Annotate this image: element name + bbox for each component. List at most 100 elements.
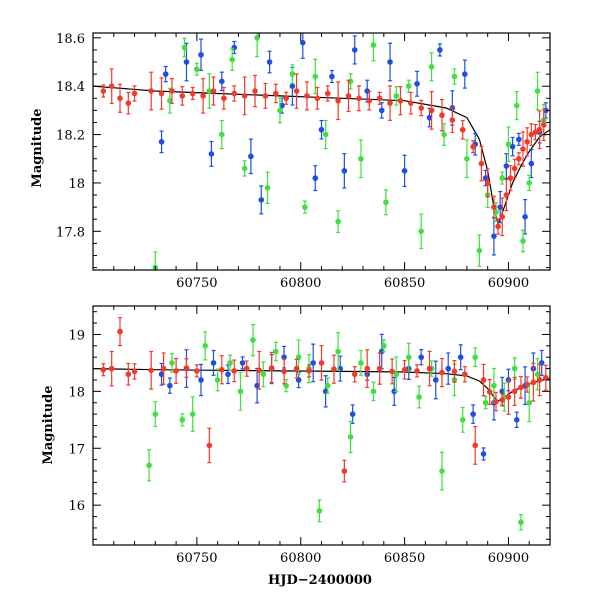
red-data-point — [351, 371, 358, 378]
red-data-point — [117, 95, 123, 102]
blue-data-point — [198, 51, 204, 58]
green-data-point — [289, 71, 296, 77]
x-tick-label: 60750 — [176, 276, 217, 291]
blue-data-point — [208, 151, 215, 157]
red-data-point — [389, 368, 395, 375]
red-data-point — [493, 398, 499, 405]
red-data-point — [428, 107, 435, 114]
green-data-point — [393, 93, 400, 99]
red-data-point — [532, 129, 539, 135]
blue-data-point — [183, 59, 190, 65]
green-data-point — [179, 417, 186, 423]
green-data-point — [335, 218, 341, 225]
top-panel-y-axis-label: Magnitude — [30, 108, 45, 187]
red-data-point — [397, 97, 404, 104]
blue-data-point — [218, 78, 225, 85]
blue-series — [158, 33, 549, 256]
green-data-point — [534, 371, 541, 378]
blue-data-point — [503, 163, 510, 169]
blue-data-point — [341, 168, 348, 174]
x-tick-label: 60800 — [280, 551, 321, 566]
green-data-point — [451, 73, 458, 80]
red-data-point — [439, 112, 445, 119]
blue-data-point — [470, 411, 476, 417]
blue-data-point — [437, 47, 443, 53]
red-data-point — [283, 95, 289, 102]
red-data-point — [536, 126, 543, 133]
red-data-point — [408, 100, 414, 106]
green-data-point — [418, 228, 425, 235]
red-data-point — [206, 442, 213, 449]
red-data-point — [530, 379, 537, 386]
red-data-point — [314, 95, 321, 102]
red-data-point — [293, 88, 300, 94]
green-data-point — [526, 180, 533, 186]
bottom-panel-y-axis-label: Magnitude — [41, 385, 56, 464]
red-data-point — [100, 366, 107, 373]
blue-data-point — [387, 59, 393, 65]
blue-data-point — [401, 168, 408, 174]
blue-data-point — [482, 175, 489, 181]
green-data-point — [264, 184, 271, 191]
red-data-point — [491, 204, 497, 210]
x-tick-label: 60800 — [280, 276, 321, 291]
green-data-point — [405, 83, 412, 90]
blue-data-point — [491, 233, 497, 239]
blue-data-point — [167, 382, 173, 389]
blue-data-point — [499, 388, 506, 395]
y-tick-label: 19 — [68, 328, 85, 343]
green-data-point — [370, 388, 377, 395]
green-data-point — [370, 42, 377, 48]
red-data-point — [210, 88, 217, 94]
blue-data-point — [426, 114, 433, 121]
green-data-point — [194, 66, 200, 73]
blue-data-point — [516, 136, 522, 143]
blue-data-point — [210, 360, 217, 366]
y-tick-label: 18 — [68, 385, 85, 400]
green-data-point — [316, 508, 323, 514]
green-data-point — [254, 35, 260, 41]
red-data-point — [451, 368, 458, 375]
red-data-point — [160, 365, 167, 372]
blue-data-point — [254, 382, 260, 389]
red-data-point — [200, 93, 206, 99]
green-data-point — [324, 382, 331, 389]
red-data-point — [148, 367, 154, 374]
red-data-point — [169, 88, 175, 94]
red-data-point — [426, 365, 433, 372]
blue-data-point — [509, 143, 516, 150]
green-data-point — [227, 360, 233, 366]
red-data-point — [524, 139, 530, 145]
plot-area — [93, 317, 550, 531]
red-data-point — [543, 374, 549, 381]
green-data-point — [526, 399, 533, 406]
green-data-point — [302, 204, 308, 210]
blue-data-point — [158, 371, 165, 378]
red-data-point — [148, 88, 154, 94]
blue-data-point — [158, 139, 165, 145]
red-data-point — [470, 143, 476, 150]
blue-data-point — [318, 126, 325, 133]
red-data-point — [262, 93, 269, 99]
green-data-point — [295, 354, 302, 361]
green-data-point — [202, 343, 208, 349]
red-data-point — [221, 95, 227, 102]
bottom-panel: 60750 60800 60850 60900 16 17 18 19 — [68, 305, 551, 566]
red-data-point — [499, 213, 506, 220]
blue-data-point — [513, 417, 520, 423]
red-data-point — [158, 90, 165, 97]
red-data-point — [505, 394, 512, 400]
red-data-point — [173, 368, 179, 374]
red-data-point — [511, 165, 518, 172]
red-data-point — [273, 90, 279, 97]
blue-data-point — [480, 451, 487, 457]
green-data-point — [312, 73, 319, 80]
green-data-point — [393, 371, 400, 378]
red-data-point — [418, 105, 425, 111]
red-data-point — [495, 223, 501, 230]
red-series — [100, 317, 549, 483]
y-tick-label: 17 — [68, 442, 85, 457]
red-data-point — [376, 365, 383, 372]
y-tick-label: 16 — [68, 499, 85, 514]
